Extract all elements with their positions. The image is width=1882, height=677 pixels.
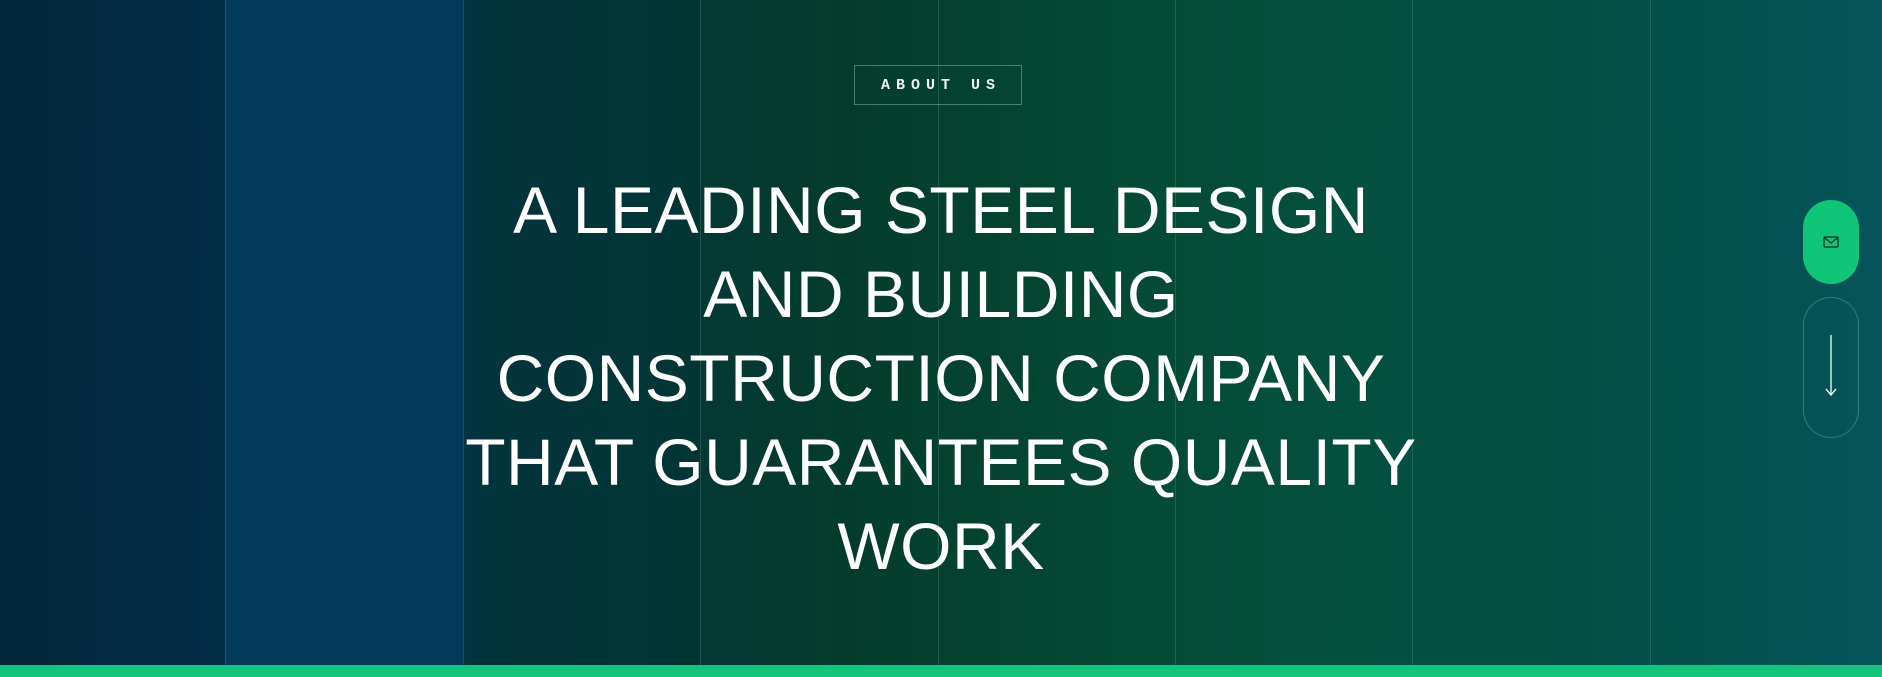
scroll-down-button[interactable]: [1803, 297, 1859, 438]
grid-divider: [1650, 0, 1651, 665]
grid-divider: [225, 0, 226, 665]
grid-divider: [700, 0, 701, 665]
section-badge: ABOUT US: [854, 65, 1022, 105]
mail-icon: [1823, 233, 1839, 252]
grid-divider: [1175, 0, 1176, 665]
page-headline: A LEADING STEEL DESIGN AND BUILDING CONS…: [465, 173, 1417, 583]
grid-divider: [1412, 0, 1413, 665]
grid-divider: [938, 0, 939, 665]
background-column: [463, 0, 700, 665]
grid-divider: [463, 0, 464, 665]
background-column: [0, 0, 225, 665]
accent-bar: [0, 665, 1882, 677]
background-column: [225, 0, 463, 665]
contact-mail-button[interactable]: [1803, 200, 1859, 284]
arrow-down-icon: [1824, 334, 1838, 402]
